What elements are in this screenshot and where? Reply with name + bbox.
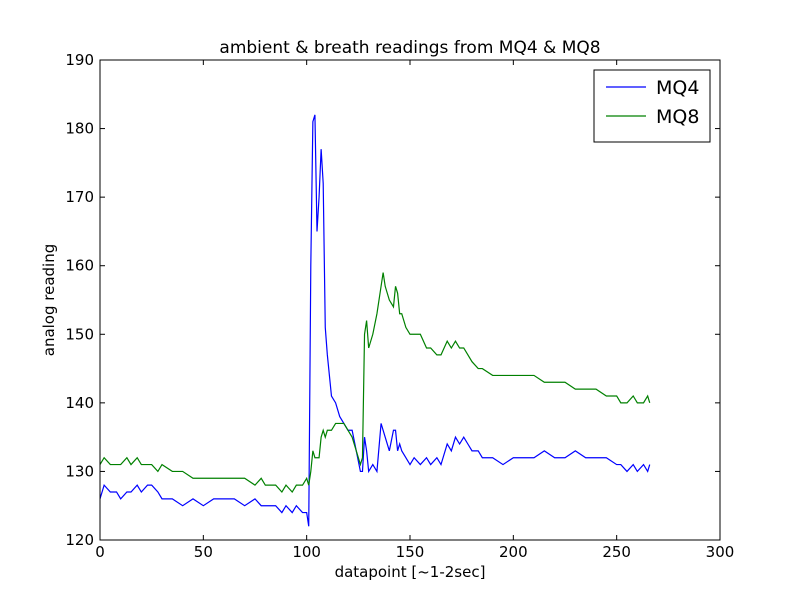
y-tick-label: 180 (65, 120, 94, 138)
legend-label: MQ8 (656, 106, 699, 128)
legend-box (593, 69, 711, 143)
y-tick-label: 150 (65, 325, 94, 343)
legend-label: MQ4 (656, 77, 699, 99)
x-tick-label: 250 (602, 543, 631, 561)
y-tick-label: 140 (65, 394, 94, 412)
x-axis-label: datapoint [~1-2sec] (335, 563, 486, 581)
y-tick-label: 190 (65, 51, 94, 69)
y-tick-label: 130 (65, 462, 94, 480)
y-tick-label: 160 (65, 257, 94, 275)
y-tick-label: 170 (65, 188, 94, 206)
y-axis-label: analog reading (40, 244, 58, 357)
y-tick-label: 120 (65, 531, 94, 549)
x-tick-label: 0 (95, 543, 105, 561)
data-line (99, 114, 651, 527)
x-tick-label: 50 (194, 543, 213, 561)
chart-title: ambient & breath readings from MQ4 & MQ8 (219, 38, 600, 58)
x-tick-label: 300 (706, 543, 735, 561)
x-tick-label: 200 (499, 543, 528, 561)
x-tick-label: 100 (292, 543, 321, 561)
data-line (99, 272, 651, 494)
x-tick-label: 150 (396, 543, 425, 561)
